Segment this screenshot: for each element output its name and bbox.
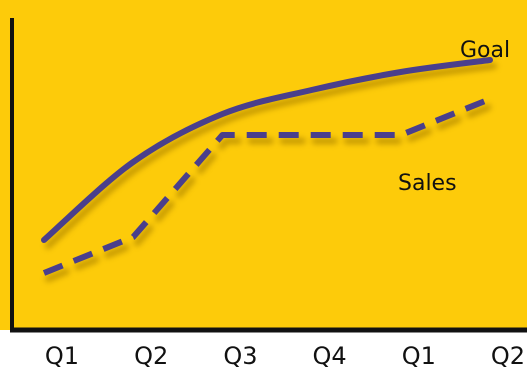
- x-tick-label: Q3: [223, 342, 257, 370]
- series-shadow-goal: [45, 63, 497, 249]
- series-label-goal: Goal: [460, 38, 510, 63]
- series-line-sales: [42, 96, 492, 276]
- series-shadow-sales: [45, 102, 497, 282]
- x-tick-label: Q4: [313, 342, 347, 370]
- x-tick-label: Q2: [491, 342, 525, 370]
- plot-background: [0, 0, 527, 330]
- x-tick-label: Q1: [45, 342, 79, 370]
- x-tick-labels: Q1 Q2 Q3 Q4 Q1 Q2: [45, 342, 525, 370]
- x-tick-label: Q1: [402, 342, 436, 370]
- series-lines: [41, 57, 493, 276]
- x-tick-label: Q2: [134, 342, 168, 370]
- series-line-goal: [41, 57, 493, 243]
- series-shadows: [45, 63, 497, 282]
- series-label-sales: Sales: [398, 171, 457, 196]
